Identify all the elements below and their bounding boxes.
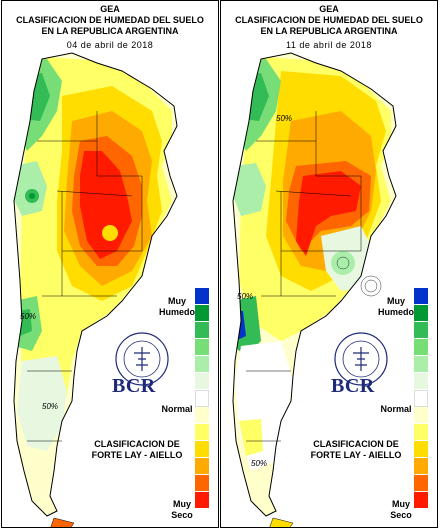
- source-caption: CLASIFICACION DE FORTE LAY - AIELLO: [72, 439, 202, 461]
- legend-swatch: [195, 424, 209, 441]
- source-line-2: FORTE LAY - AIELLO: [91, 450, 183, 460]
- color-legend-right: [414, 288, 428, 509]
- argentina-map-left: 50% 50%: [13, 52, 178, 527]
- header-subtitle-2: EN LA REPUBLICA ARGENTINA: [260, 26, 398, 36]
- legend-swatch: [414, 305, 428, 322]
- legend-top-label-2: Humedo: [159, 307, 195, 317]
- legend-mid-label: Normal: [380, 404, 412, 414]
- legend-top-label: Muy Humedo: [147, 296, 207, 318]
- legend-swatch: [414, 288, 428, 305]
- header-title: GEA: [319, 4, 339, 14]
- legend-swatch: [414, 475, 428, 492]
- legend-swatch: [414, 356, 428, 373]
- legend-bottom-label-2: Seco: [390, 510, 412, 520]
- legend-swatch: [414, 407, 428, 424]
- map-panel-right: GEA CLASIFICACION DE HUMEDAD DEL SUELO E…: [220, 0, 438, 528]
- contour-label: 50%: [20, 312, 36, 321]
- map-date: 11 de abril de 2018: [286, 40, 372, 50]
- argentina-map-right: 50% 50% 50%: [232, 52, 397, 527]
- source-caption: CLASIFICACION DE FORTE LAY - AIELLO: [291, 439, 421, 461]
- legend-swatch: [195, 492, 209, 509]
- header-subtitle-1: CLASIFICACION DE HUMEDAD DEL SUELO: [16, 15, 204, 25]
- legend-top-label-2: Humedo: [378, 307, 414, 317]
- legend-swatch: [195, 458, 209, 475]
- legend-swatch: [195, 322, 209, 339]
- header-subtitle-2: EN LA REPUBLICA ARGENTINA: [41, 26, 179, 36]
- legend-bottom-label: Muy Seco: [157, 499, 207, 521]
- legend-bottom-label-1: Muy: [173, 499, 191, 509]
- legend-swatch: [195, 356, 209, 373]
- legend-swatch: [195, 339, 209, 356]
- contour-label: 50%: [276, 114, 292, 123]
- legend-swatch: [195, 305, 209, 322]
- legend-swatch: [414, 441, 428, 458]
- legend-top-label: Muy Humedo: [366, 296, 426, 318]
- legend-bottom-label: Muy Seco: [376, 499, 426, 521]
- legend-swatch: [414, 458, 428, 475]
- bcr-seal-icon: [115, 332, 169, 386]
- legend-top-label-1: Muy: [168, 296, 186, 306]
- legend-mid-label: Normal: [161, 404, 193, 414]
- legend-swatch: [195, 390, 209, 407]
- map-date: 04 de abril de 2018: [66, 40, 154, 50]
- legend-swatch: [414, 492, 428, 509]
- legend-bottom-label-2: Seco: [171, 510, 193, 520]
- legend-swatch: [195, 475, 209, 492]
- legend-swatch: [195, 407, 209, 424]
- legend-bottom-label-1: Muy: [392, 499, 410, 509]
- contour-label: 50%: [237, 292, 253, 301]
- bcr-logo: BCR: [112, 375, 156, 397]
- color-legend-left: [195, 288, 209, 509]
- legend-swatch: [414, 322, 428, 339]
- contour-label: 50%: [42, 402, 58, 411]
- source-line-2: FORTE LAY - AIELLO: [310, 450, 402, 460]
- header-subtitle-1: CLASIFICACION DE HUMEDAD DEL SUELO: [235, 15, 423, 25]
- legend-top-label-1: Muy: [387, 296, 405, 306]
- bcr-logo: BCR: [331, 375, 375, 397]
- map-panel-left: GEA CLASIFICACION DE HUMEDAD DEL SUELO E…: [1, 0, 219, 528]
- legend-swatch: [195, 373, 209, 390]
- bcr-seal-icon: [334, 332, 388, 386]
- source-line-1: CLASIFICACION DE: [94, 439, 180, 449]
- legend-swatch: [414, 390, 428, 407]
- legend-swatch: [195, 288, 209, 305]
- legend-swatch: [414, 424, 428, 441]
- contour-label: 50%: [251, 459, 267, 468]
- header-title: GEA: [100, 4, 120, 14]
- legend-swatch: [414, 339, 428, 356]
- legend-swatch: [414, 373, 428, 390]
- source-line-1: CLASIFICACION DE: [313, 439, 399, 449]
- legend-swatch: [195, 441, 209, 458]
